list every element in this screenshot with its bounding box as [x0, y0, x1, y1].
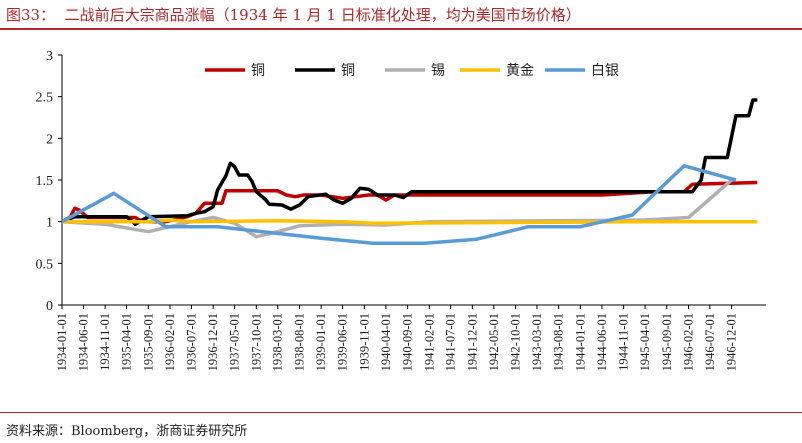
y-tick-label: 0.5: [36, 257, 54, 272]
x-tick-label: 1946-12-01: [725, 313, 739, 371]
x-tick-label: 1935-09-01: [141, 313, 155, 371]
x-tick-label: 1941-02-01: [422, 313, 436, 371]
x-tick-label: 1934-01-01: [55, 313, 69, 371]
x-tick-label: 1945-04-01: [638, 313, 652, 371]
x-tick-label: 1939-06-01: [336, 313, 350, 371]
line-chart: 0 0.5 1 1.5 2 2.5 3 1934-01-01 1934-06-01 1934-11…: [36, 49, 766, 371]
title-divider: [0, 28, 802, 30]
legend-label: 锡: [431, 63, 445, 79]
figure-title: 图33： 二战前后大宗商品涨幅（1934 年 1 月 1 日标准化处理，均为美国…: [6, 6, 581, 24]
legend-item-2: 铜: [295, 63, 355, 79]
legend-item-4: 黄金: [460, 62, 534, 79]
x-tick-label: 1938-08-01: [292, 313, 306, 371]
legend-item-5: 白银: [545, 63, 619, 79]
series-line-5: [61, 164, 737, 246]
x-tick-label: 1943-03-01: [530, 313, 544, 371]
x-tick-label: 1940-09-01: [401, 313, 415, 371]
legend-item-1: 铜: [205, 63, 265, 79]
y-tick-label: 3: [46, 49, 53, 64]
x-tick-label: 1939-01-01: [314, 313, 328, 371]
x-tick-label: 1944-06-01: [595, 313, 609, 371]
x-tick-label: 1936-07-01: [184, 313, 198, 371]
x-tick-label: 1939-11-01: [357, 313, 371, 371]
x-tick-label: 1944-01-01: [573, 313, 587, 371]
y-tick-label: 1.5: [36, 174, 54, 189]
x-tick-label: 1941-12-01: [465, 313, 479, 371]
x-tick-label: 1942-10-01: [508, 313, 522, 371]
legend-label: 黄金: [506, 62, 534, 79]
x-tick-label: 1937-10-01: [249, 313, 263, 371]
x-tick-label: 1938-03-01: [271, 313, 285, 371]
y-tick-label: 0: [46, 299, 53, 314]
series-line-3: [61, 178, 733, 239]
x-tick-label: 1946-02-01: [682, 313, 696, 371]
x-tick-label: 1936-12-01: [206, 313, 220, 371]
x-tick-label: 1945-09-01: [660, 313, 674, 371]
x-tick-label: 1941-07-01: [444, 313, 458, 371]
y-tick-label: 2: [46, 132, 53, 147]
legend-label: 铜: [251, 63, 265, 79]
source-divider: [0, 412, 802, 413]
x-tick-label: 1934-11-01: [98, 313, 112, 371]
x-tick-label: 1934-06-01: [76, 313, 90, 371]
x-tick-label: 1943-08-01: [552, 313, 566, 371]
series-line-2: [61, 98, 758, 226]
x-tick-label: 1936-02-01: [163, 313, 177, 371]
legend-label: 铜: [341, 63, 355, 79]
y-tick-label: 1: [46, 216, 53, 231]
legend-label: 白银: [591, 63, 619, 79]
legend-item-3: 锡: [385, 63, 445, 79]
x-tick-label: 1937-05-01: [228, 313, 242, 371]
x-tick-label: 1944-11-01: [617, 313, 631, 371]
x-tick-label: 1946-07-01: [703, 313, 717, 371]
source-note: 资料来源：Bloomberg，浙商证券研究所: [6, 424, 248, 439]
y-tick-label: 2.5: [36, 91, 54, 106]
x-tick-label: 1940-04-01: [379, 313, 393, 371]
x-tick-label: 1935-04-01: [120, 313, 134, 371]
x-tick-label: 1942-05-01: [487, 313, 501, 371]
